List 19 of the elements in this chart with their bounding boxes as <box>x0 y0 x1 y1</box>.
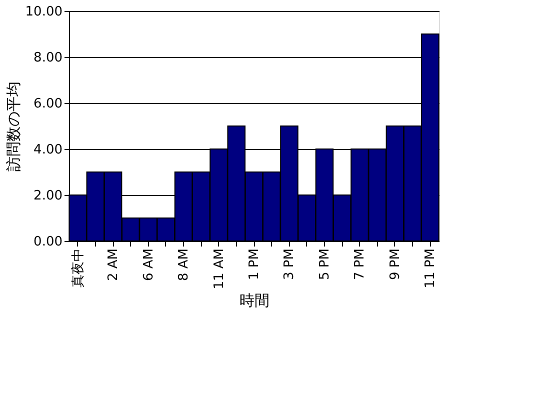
x-tick-label: 真夜中 <box>70 248 86 288</box>
x-tick-label: 2 AM <box>106 248 122 282</box>
x-tick-label: 1 PM <box>247 248 262 280</box>
y-tick-label: 8.00 <box>34 50 62 66</box>
x-tick-label: 11 PM <box>423 248 438 288</box>
y-tick-label: 0.00 <box>34 234 62 250</box>
x-tick-label: 7 PM <box>352 248 368 280</box>
x-tick-label: 3 PM <box>282 248 298 280</box>
y-tick-label: 2.00 <box>34 188 62 204</box>
y-axis-title: 訪問数の平均 <box>4 82 22 172</box>
x-axis-title: 時間 <box>240 291 270 310</box>
x-tick-label: 5 PM <box>317 248 332 280</box>
y-tick-label: 10.00 <box>25 4 62 20</box>
x-tick-label: 11 AM <box>212 248 227 290</box>
y-tick-label: 4.00 <box>34 142 62 158</box>
y-tick-label: 6.00 <box>34 96 62 112</box>
x-tick-label: 9 PM <box>388 248 403 280</box>
x-tick-label: 8 AM <box>176 248 192 282</box>
x-tick-label: 6 AM <box>141 248 156 282</box>
